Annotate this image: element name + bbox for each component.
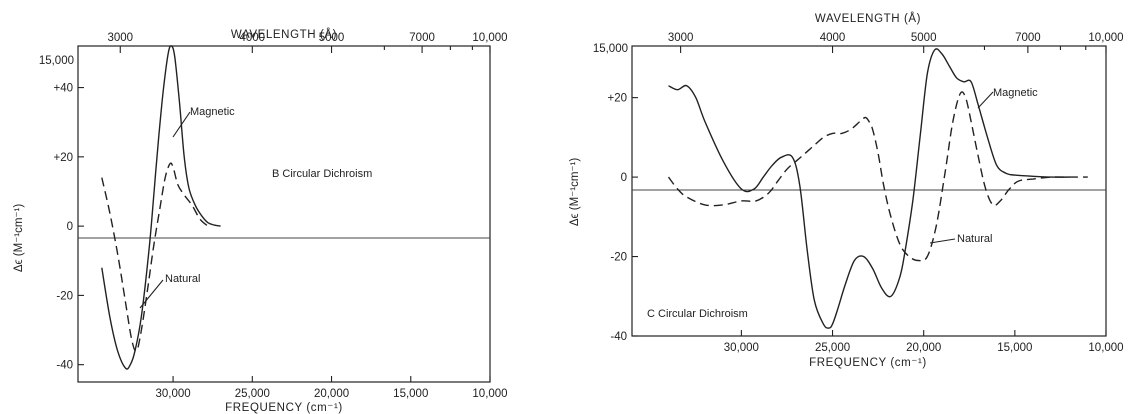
x-tick-label-b: 10,000 <box>472 388 507 400</box>
x2-tick-label-c: 10,000 <box>1088 32 1123 44</box>
y-tick-label-b: +20 <box>53 152 73 164</box>
x-tick-label-c: 20,000 <box>906 342 941 354</box>
label-pointer-natural-b <box>139 279 164 309</box>
y-tick-label-b: -20 <box>56 290 73 302</box>
x-tick-label-c: 10,000 <box>1088 342 1123 354</box>
x2-axis-title-c: WAVELENGTH (Å) <box>815 12 921 25</box>
series-label-natural-c: Natural <box>957 233 992 245</box>
series-label-magnetic-b: Magnetic <box>190 106 235 118</box>
x2-ticks-c: 3000 4000 5000 7000 10,000 <box>668 32 1124 53</box>
x-ticks-b: 30,000 25,000 20,000 15,000 10,000 <box>155 376 508 400</box>
y-tick-label-c: +20 <box>607 93 627 105</box>
x-tick-label-b: 30,000 <box>155 388 190 400</box>
x-axis-title-c: FREQUENCY (cm⁻¹) <box>809 357 927 369</box>
label-pointer-natural-c <box>929 238 956 244</box>
x2-tick-label-b: 7000 <box>409 32 435 44</box>
x2-tick-label-c: 3000 <box>668 32 694 44</box>
panel-c: 30,000 25,000 20,000 15,000 10,000 3000 4000 5… <box>569 12 1124 369</box>
y-tick-label-b: -40 <box>56 360 73 372</box>
x-tick-label-c: 30,000 <box>724 342 759 354</box>
corner-label-b: 15,000 <box>39 55 74 67</box>
y-tick-label-c: -40 <box>610 331 627 343</box>
label-pointer-magnetic-b <box>172 111 191 138</box>
corner-label-c: 15,000 <box>593 43 628 55</box>
series-group-b <box>101 45 221 370</box>
series-label-natural-b: Natural <box>165 273 200 285</box>
y-tick-label-c: 0 <box>621 172 627 184</box>
series-line-magnetic-b <box>101 45 221 370</box>
x-tick-label-b: 25,000 <box>235 388 270 400</box>
x2-axis-title-b: WAVELENGTH (Å) <box>231 28 337 41</box>
x2-tick-label-b: 5000 <box>319 32 345 44</box>
x-ticks-c: 30,000 25,000 20,000 15,000 10,000 <box>724 330 1124 354</box>
label-pointer-magnetic-c <box>977 91 994 109</box>
plot-frame-c <box>631 45 1107 337</box>
series-label-magnetic-c: Magnetic <box>993 87 1038 99</box>
plot-frame-b <box>77 45 491 383</box>
x2-tick-label-b: 10,000 <box>472 32 507 44</box>
annotation-c: C Circular Dichroism <box>647 308 748 320</box>
panel-b: 30,000 25,000 20,000 15,000 10,000 3000 4000 5… <box>13 28 508 414</box>
y-tick-label-c: -20 <box>610 252 627 264</box>
x-tick-label-b: 20,000 <box>314 388 349 400</box>
x-tick-label-b: 15,000 <box>393 388 428 400</box>
x2-tick-label-c: 5000 <box>911 32 937 44</box>
series-line-magnetic-c <box>668 48 1070 329</box>
x2-tick-label-b: 3000 <box>107 32 133 44</box>
y-axis-title-c: Δϵ (M⁻¹cm⁻¹) <box>569 158 581 226</box>
series-line-natural-b <box>101 162 209 352</box>
series-line-natural-c <box>667 91 1088 262</box>
x2-tick-label-c: 4000 <box>820 32 846 44</box>
y-ticks-c: -40 -20 0 +20 <box>607 93 638 343</box>
x2-ticks-b: 3000 4000 5000 7000 10,000 <box>107 32 508 53</box>
x-tick-label-c: 25,000 <box>815 342 850 354</box>
y-tick-label-b: +40 <box>53 83 73 95</box>
x2-tick-label-c: 7000 <box>1015 32 1041 44</box>
x-tick-label-c: 15,000 <box>997 342 1032 354</box>
x-axis-title-b: FREQUENCY (cm⁻¹) <box>225 402 343 414</box>
y-axis-title-b: Δϵ (M⁻¹cm⁻¹) <box>13 204 25 272</box>
y-tick-label-b: 0 <box>67 221 73 233</box>
y-ticks-b: -40 -20 0 +20 +40 <box>53 83 84 372</box>
series-group-c <box>667 48 1088 329</box>
annotation-b: B Circular Dichroism <box>272 168 372 180</box>
x2-tick-label-b: 4000 <box>240 32 266 44</box>
